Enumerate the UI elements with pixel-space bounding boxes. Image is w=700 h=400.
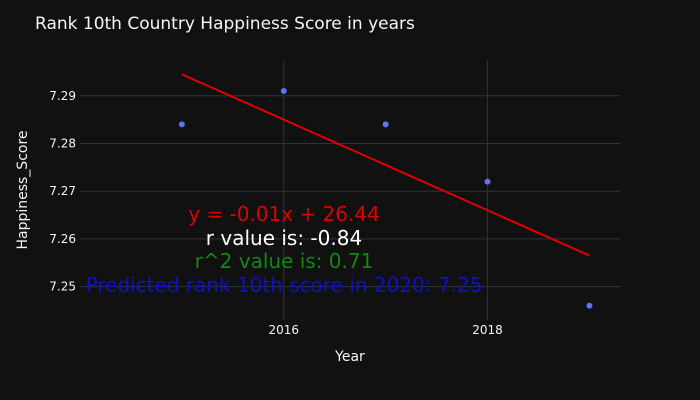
data-point	[280, 88, 287, 95]
data-point	[484, 178, 491, 185]
y-tick-label: 7.27	[49, 184, 76, 198]
y-tick-label: 7.29	[49, 89, 76, 103]
annotation: Predicted rank 10th score in 2020: 7.25	[86, 273, 483, 297]
annotation: r^2 value is: 0.71	[195, 249, 374, 273]
y-axis-label: Happiness_Score	[15, 130, 31, 249]
annotations: y = -0.01x + 26.44r value is: -0.84r^2 v…	[86, 202, 483, 297]
x-axis-ticks: 2016 2018	[269, 323, 503, 337]
data-point	[382, 121, 389, 128]
trendline	[181, 73, 590, 257]
trendline-group	[181, 73, 590, 257]
x-axis-label: Year	[334, 349, 365, 365]
annotation: y = -0.01x + 26.44	[188, 202, 380, 226]
data-point	[178, 121, 185, 128]
x-tick-label: 2018	[472, 323, 503, 337]
chart-title: Rank 10th Country Happiness Score in yea…	[35, 14, 415, 34]
gridlines	[80, 60, 620, 320]
y-tick-label: 7.25	[49, 280, 76, 294]
x-tick-label: 2016	[269, 323, 300, 337]
y-axis-ticks: 7.25 7.26 7.27 7.28 7.29	[49, 89, 76, 294]
data-points	[178, 88, 593, 309]
y-tick-label: 7.28	[49, 136, 76, 150]
data-point	[586, 302, 593, 309]
annotation: r value is: -0.84	[206, 226, 362, 250]
y-tick-label: 7.26	[49, 232, 76, 246]
